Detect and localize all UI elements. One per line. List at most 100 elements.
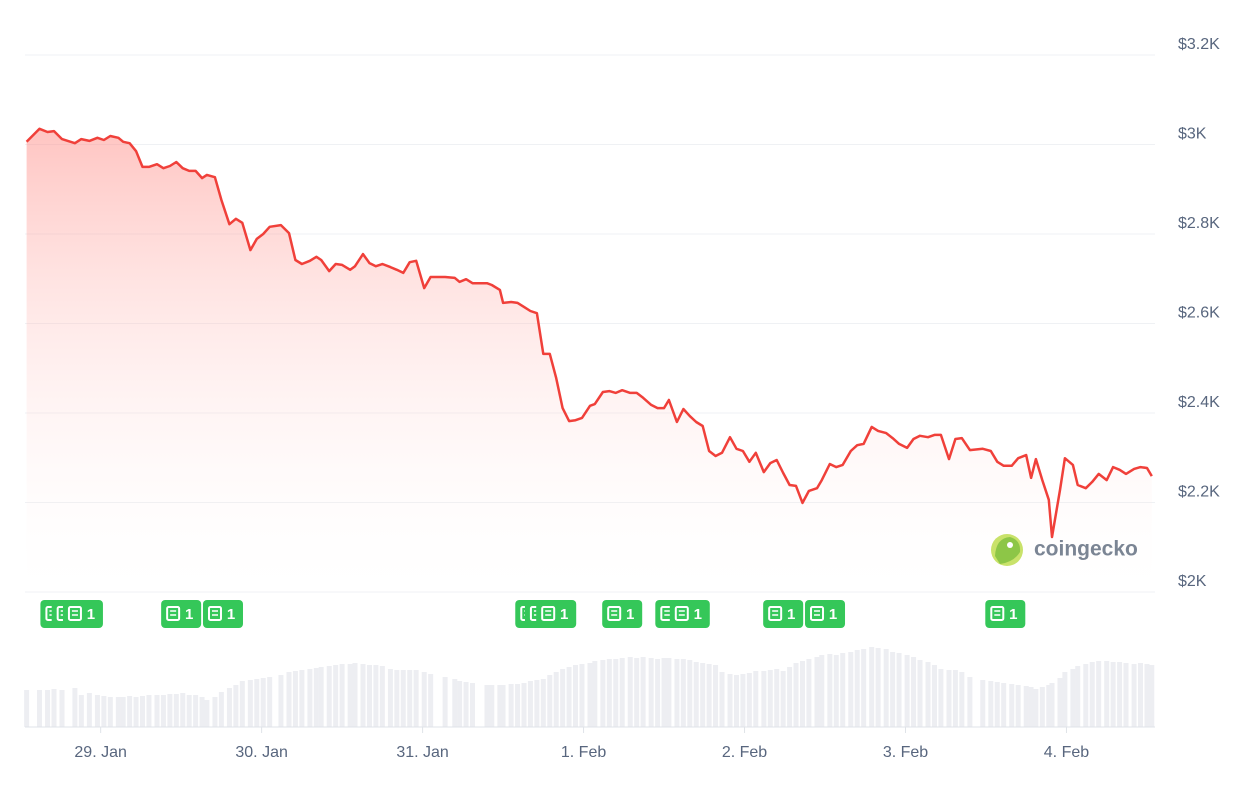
volume-bar <box>674 659 680 727</box>
news-icon <box>607 606 622 621</box>
volume-bar <box>199 697 205 727</box>
volume-bar <box>706 664 712 727</box>
volume-bar <box>1033 689 1039 727</box>
x-tick-label: 3. Feb <box>883 744 928 761</box>
news-marker[interactable]: 1 <box>763 600 804 628</box>
volume-bar <box>120 697 126 727</box>
volume-bar <box>700 663 706 727</box>
volume-bar <box>508 684 514 727</box>
volume-bar <box>1123 663 1129 727</box>
volume-bar <box>713 665 719 727</box>
y-tick-label: $3K <box>1178 126 1207 143</box>
volume-bar <box>428 674 434 727</box>
volume-bar <box>407 670 413 727</box>
volume-bar <box>733 675 739 727</box>
news-count: 1 <box>787 606 795 623</box>
volume-bar <box>140 696 146 727</box>
news-icon <box>810 606 825 621</box>
news-marker[interactable]: 1 <box>602 600 643 628</box>
volume-bar <box>931 665 937 727</box>
volume-bar <box>180 693 186 727</box>
volume-bar <box>333 665 339 727</box>
volume-bar <box>366 665 372 727</box>
volume-bar <box>746 673 752 727</box>
news-marker[interactable]: 1 <box>161 600 202 628</box>
volume-bar <box>500 685 506 727</box>
axes: $2K $2.2K $2.4K $2.6K $2.8K $3K $3.2K 29. Jan 30… <box>25 36 1220 761</box>
plot <box>25 127 1153 593</box>
volume-bar <box>938 669 944 727</box>
volume-bar <box>373 665 379 727</box>
volume-bar <box>994 682 1000 727</box>
volume-bar <box>59 690 65 727</box>
y-tick-label: $2K <box>1178 573 1207 590</box>
volume-bar <box>806 659 812 727</box>
volume-bar <box>421 672 427 727</box>
volume-bar <box>613 659 619 727</box>
watermark-text: coingecko <box>1034 538 1138 561</box>
volume-bar <box>911 657 917 727</box>
volume-bar <box>442 677 448 727</box>
news-icon <box>166 606 181 621</box>
volume-bar <box>1062 672 1068 727</box>
news-marker[interactable]: 1 <box>805 600 846 628</box>
volume-bar <box>204 700 210 727</box>
volume-bar <box>78 695 84 727</box>
volume-bar <box>687 660 693 727</box>
volume-bar <box>848 652 854 727</box>
volume-bar <box>587 663 593 727</box>
volume-bar <box>299 670 305 727</box>
y-tick-label: $2.4K <box>1178 394 1220 411</box>
volume-bar <box>1015 685 1021 727</box>
volume-bar <box>1083 664 1089 727</box>
news-count: 1 <box>87 606 95 623</box>
volume-bar <box>515 684 521 727</box>
volume-bar <box>946 670 952 727</box>
volume-bar <box>452 679 458 727</box>
volume-bar <box>854 650 860 727</box>
volume-bar <box>212 697 218 727</box>
volume-bar <box>72 688 78 727</box>
news-count: 1 <box>1009 606 1017 623</box>
volume-bar <box>1104 661 1110 727</box>
volume-bar <box>1138 663 1144 727</box>
news-icon <box>768 606 783 621</box>
news-marker[interactable]: 1 <box>62 600 103 628</box>
news-marker[interactable]: 1 <box>669 600 710 628</box>
volume-bar <box>890 652 896 727</box>
news-marker[interactable]: 1 <box>985 600 1026 628</box>
volume-bar <box>666 658 672 727</box>
volume-bar <box>753 671 759 727</box>
volume-bar <box>814 657 820 727</box>
volume-bar <box>521 683 527 727</box>
x-tick-label: 29. Jan <box>74 744 126 761</box>
volume-bar <box>1149 665 1155 727</box>
volume-bar <box>566 667 572 727</box>
news-marker[interactable]: 1 <box>536 600 577 628</box>
y-tick-label: $3.2K <box>1178 36 1220 53</box>
volume-bar <box>540 679 546 727</box>
volume-bar <box>167 694 173 727</box>
volume-bar <box>267 677 273 727</box>
volume-bars <box>24 647 1155 727</box>
volume-bar <box>489 685 495 727</box>
volume-bar <box>484 685 490 727</box>
volume-bar <box>553 672 559 727</box>
price-line <box>25 127 1153 539</box>
volume-bar <box>1131 664 1137 727</box>
volume-bar <box>1110 662 1116 727</box>
volume-bar <box>379 666 385 727</box>
x-tick-label: 31. Jan <box>396 744 448 761</box>
volume-bar <box>1070 669 1076 727</box>
volume-bar <box>1001 683 1007 727</box>
volume-bar <box>883 649 889 727</box>
logo-shape <box>995 537 1021 564</box>
news-marker[interactable]: 1 <box>202 600 243 628</box>
volume-bar <box>819 655 825 727</box>
volume-bar <box>827 654 833 727</box>
volume-bar <box>761 671 767 727</box>
volume-bar <box>780 671 786 727</box>
volume-bar <box>774 669 780 727</box>
volume-bar <box>727 674 733 727</box>
volume-bar <box>254 679 260 727</box>
